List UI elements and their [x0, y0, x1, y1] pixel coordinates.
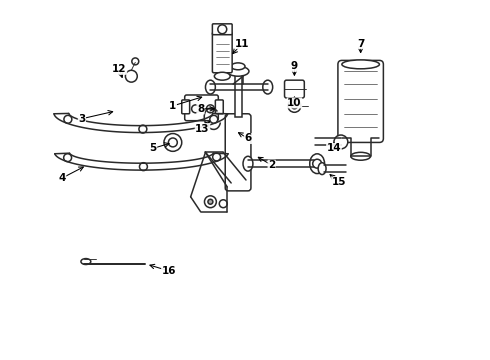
Text: 9: 9	[291, 61, 298, 71]
Ellipse shape	[227, 66, 249, 76]
Text: 1: 1	[169, 101, 176, 111]
Text: 16: 16	[162, 266, 176, 276]
Circle shape	[313, 159, 321, 168]
FancyBboxPatch shape	[338, 60, 383, 143]
Circle shape	[139, 125, 147, 133]
Text: 11: 11	[235, 39, 249, 49]
FancyBboxPatch shape	[212, 32, 232, 73]
Circle shape	[218, 25, 227, 34]
FancyBboxPatch shape	[285, 80, 304, 98]
Circle shape	[132, 58, 139, 65]
Ellipse shape	[263, 80, 272, 94]
Ellipse shape	[243, 156, 253, 171]
Text: 13: 13	[195, 123, 210, 134]
Circle shape	[125, 70, 137, 82]
Circle shape	[292, 103, 297, 109]
Ellipse shape	[214, 72, 230, 80]
Circle shape	[204, 196, 217, 208]
Circle shape	[220, 200, 227, 208]
FancyBboxPatch shape	[185, 95, 219, 121]
Circle shape	[210, 115, 218, 123]
Circle shape	[208, 199, 213, 204]
Circle shape	[213, 153, 220, 161]
Ellipse shape	[205, 80, 215, 94]
Circle shape	[169, 138, 177, 147]
Ellipse shape	[318, 163, 326, 175]
Ellipse shape	[351, 152, 370, 160]
Circle shape	[334, 135, 348, 149]
Text: 2: 2	[268, 160, 275, 170]
FancyBboxPatch shape	[212, 24, 232, 35]
Ellipse shape	[81, 258, 91, 265]
Bar	[235, 75, 242, 117]
Circle shape	[64, 154, 72, 162]
Text: 12: 12	[112, 64, 127, 74]
Text: 8: 8	[197, 104, 204, 114]
Text: 10: 10	[287, 98, 302, 108]
Ellipse shape	[231, 63, 245, 70]
Text: 3: 3	[78, 114, 86, 124]
Circle shape	[206, 105, 214, 113]
Text: 5: 5	[149, 143, 157, 153]
FancyBboxPatch shape	[225, 114, 251, 191]
Circle shape	[64, 115, 72, 123]
Ellipse shape	[342, 60, 379, 69]
Ellipse shape	[310, 154, 324, 174]
Circle shape	[140, 163, 147, 171]
FancyBboxPatch shape	[215, 100, 223, 114]
Text: 15: 15	[332, 177, 346, 187]
Text: 4: 4	[58, 173, 66, 183]
Text: 7: 7	[357, 39, 365, 49]
Circle shape	[164, 134, 182, 151]
Text: 6: 6	[245, 134, 251, 144]
Text: 14: 14	[327, 143, 341, 153]
Circle shape	[288, 99, 301, 112]
Circle shape	[192, 105, 199, 113]
FancyBboxPatch shape	[182, 100, 190, 114]
